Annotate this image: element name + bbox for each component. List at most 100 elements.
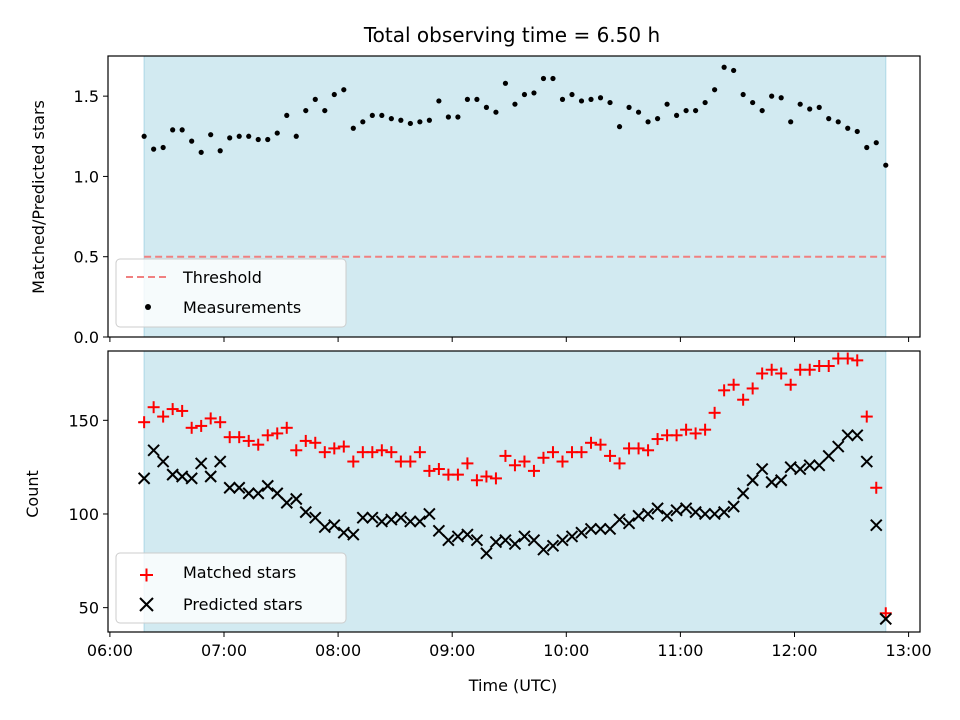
matched-stars-point <box>765 363 778 376</box>
measurement-point <box>189 138 195 144</box>
predicted-stars-point <box>147 444 160 457</box>
measurement-point <box>379 112 385 119</box>
matched-stars-point <box>718 384 731 397</box>
predicted-stars-point <box>423 507 436 521</box>
measurement-point <box>198 149 204 155</box>
x-tick-label: 08:00 <box>315 641 361 660</box>
predicted-stars-point <box>622 517 636 530</box>
predicted-stars-point <box>366 511 379 524</box>
x-marker-stroke <box>213 455 227 468</box>
x-marker-stroke <box>698 507 712 521</box>
predicted-stars-point <box>280 496 293 509</box>
matched-stars-point <box>680 423 693 436</box>
top-panel: 0.0 0.5 1.0 1.5 Matched/Predicted stars Thr… <box>29 55 921 347</box>
predicted-stars-point <box>413 515 427 528</box>
predicted-stars-point <box>632 509 645 523</box>
measurement-point <box>436 98 442 104</box>
matched-stars-point <box>347 455 360 468</box>
measurement-point <box>227 135 233 141</box>
measurement-point <box>607 99 613 106</box>
x-marker-stroke <box>708 507 721 521</box>
measurement-point <box>816 104 822 110</box>
matched-stars-point <box>575 446 588 459</box>
x-marker-stroke <box>233 481 246 494</box>
predicted-stars-point <box>299 505 312 519</box>
measurement-point <box>217 148 223 154</box>
x-marker-stroke <box>194 457 208 470</box>
matched-stars-point <box>280 421 293 434</box>
measurement-point <box>426 117 432 123</box>
predicted-stars-point <box>451 530 465 543</box>
matched-stars-point <box>670 429 683 442</box>
measurement-point <box>284 112 290 119</box>
predicted-stars-point <box>337 526 351 539</box>
bottom-x-axis-ticks: 06:00 07:00 08:00 09:00 10:00 11:00 12:00 13:00 <box>87 632 932 660</box>
x-marker-stroke <box>366 511 379 524</box>
x-marker-stroke <box>670 504 683 517</box>
x-marker-stroke <box>879 612 892 626</box>
x-marker-stroke <box>508 537 522 551</box>
measurement-point <box>512 101 518 107</box>
measurement-point <box>664 101 670 107</box>
matched-stars-point <box>841 352 854 365</box>
predicted-stars-point <box>584 522 598 536</box>
predicted-stars-point <box>318 520 331 534</box>
matched-stars-point <box>594 438 607 451</box>
x-tick-label: 07:00 <box>201 641 247 660</box>
measurement-point <box>873 140 879 146</box>
matched-stars-point <box>651 433 664 446</box>
matched-stars-point <box>147 401 160 414</box>
bottom-legend: Matched stars Predicted stars <box>115 552 347 624</box>
predicted-stars-point <box>851 429 864 442</box>
x-marker-stroke <box>727 500 740 513</box>
predicted-stars-point <box>755 462 769 476</box>
x-marker-stroke <box>461 528 474 541</box>
predicted-stars-point <box>774 474 788 487</box>
predicted-stars-point <box>290 492 303 506</box>
measurements-series <box>141 64 889 168</box>
measurement-point <box>854 128 860 135</box>
matched-stars-point <box>822 359 835 372</box>
matched-stars-point <box>214 416 227 429</box>
predicted-stars-point <box>765 475 778 489</box>
x-marker-stroke <box>261 479 274 493</box>
measurement-point <box>331 91 337 98</box>
measurement-point <box>265 136 271 143</box>
matched-stars-point <box>784 378 797 391</box>
x-marker-stroke <box>765 475 778 489</box>
x-marker-stroke <box>537 543 550 556</box>
x-marker-stroke <box>860 455 873 468</box>
predicted-stars-point <box>641 507 655 521</box>
predicted-stars-point <box>204 470 217 483</box>
x-marker-stroke <box>679 502 693 515</box>
predicted-stars-point <box>832 440 845 453</box>
measurement-point <box>388 116 394 122</box>
predicted-stars-point <box>489 535 503 549</box>
predicted-stars-point <box>813 459 826 472</box>
predicted-stars-point <box>736 487 750 500</box>
measurement-point <box>179 127 185 133</box>
x-axis-label: Time (UTC) <box>468 676 557 695</box>
predicted-stars-series <box>137 429 892 626</box>
predicted-stars-point <box>156 455 170 468</box>
predicted-stars-point <box>175 470 189 483</box>
matched-stars-point <box>489 472 502 485</box>
matched-stars-point <box>432 463 445 476</box>
measurement-point <box>769 93 775 99</box>
x-marker-stroke <box>347 528 360 541</box>
matched-stars-point <box>470 474 483 487</box>
y-tick-label: 1.5 <box>74 87 99 106</box>
x-marker-stroke <box>309 511 322 524</box>
x-tick-label: 12:00 <box>771 641 817 660</box>
matched-stars-point <box>423 464 436 477</box>
measurement-point <box>255 136 261 143</box>
x-marker-stroke <box>575 526 588 539</box>
x-marker-stroke <box>755 462 769 476</box>
predicted-stars-point <box>356 511 370 524</box>
measurement-point <box>673 112 680 119</box>
x-marker-stroke <box>489 535 503 549</box>
x-marker-stroke <box>603 522 617 536</box>
matched-stars-point <box>242 434 255 447</box>
measurement-point <box>578 98 585 104</box>
